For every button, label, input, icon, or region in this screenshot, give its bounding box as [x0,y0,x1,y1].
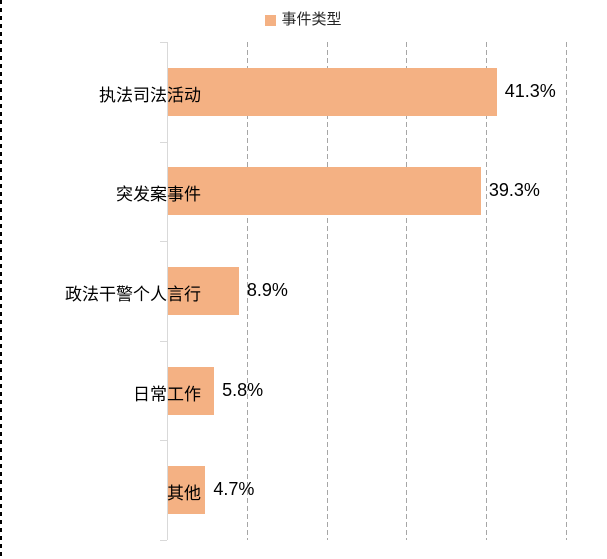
value-label: 41.3% [504,80,556,101]
category-label: 突发案事件 [116,185,201,205]
axis-tick [160,341,167,342]
category-label: 执法司法活动 [99,85,201,105]
gridline [326,42,328,540]
legend[interactable]: 事件类型 [0,10,607,30]
category-label: 其他 [167,484,201,504]
bar[interactable] [168,167,481,216]
gridline [406,42,408,540]
legend-label: 事件类型 [281,11,342,28]
axis-tick [160,540,167,541]
category-label: 政法干警个人言行 [65,285,201,304]
value-label: 8.9% [246,280,288,300]
axis-tick [160,440,167,441]
bar[interactable] [168,267,239,315]
value-label: 39.3% [488,180,540,201]
gridline [485,42,487,540]
axis-tick [160,142,167,143]
value-label: 5.8% [222,379,264,400]
bar[interactable] [168,366,215,415]
bar[interactable] [168,67,497,116]
bar[interactable] [168,466,206,515]
category-label: 日常工作 [133,384,201,404]
axis-tick [160,42,167,43]
plot-area: 41.3% 39.3% 8.9% 5.8% 4.7% [160,42,567,541]
gridline [565,42,567,540]
gridline [247,42,249,540]
value-label: 4.7% [213,479,255,500]
y-axis-line [167,42,168,540]
axis-tick [160,241,167,242]
legend-swatch-icon [265,14,277,26]
left-dashed-border [0,0,2,559]
